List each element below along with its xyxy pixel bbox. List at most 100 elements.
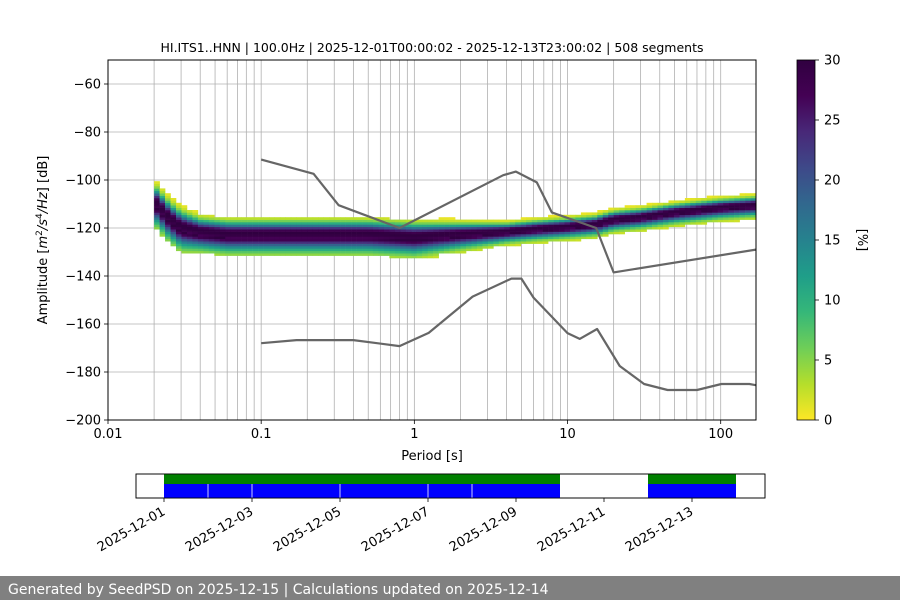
- psd-cell: [263, 222, 270, 225]
- psd-cell: [279, 217, 286, 220]
- psd-cell: [181, 238, 188, 242]
- psd-cell: [329, 234, 335, 237]
- psd-cell: [444, 229, 450, 232]
- psd-cell: [241, 241, 248, 244]
- psd-cell: [372, 250, 379, 254]
- psd-cell: [482, 241, 489, 244]
- psd-cell: [192, 214, 199, 218]
- psd-cell: [701, 202, 708, 206]
- psd-cell: [695, 222, 702, 225]
- psd-cell: [367, 246, 374, 249]
- psd-cell: [165, 193, 171, 196]
- y-label-unit-m: m: [36, 236, 51, 249]
- psd-cell: [668, 207, 675, 211]
- y-tick-label: −120: [65, 222, 101, 237]
- colorbar-tick-label: 15: [824, 234, 841, 249]
- psd-cell: [465, 229, 472, 232]
- psd-cell: [203, 236, 210, 240]
- psd-cell: [455, 236, 461, 240]
- psd-cell: [175, 243, 182, 247]
- psd-cell: [170, 198, 177, 201]
- psd-cell: [225, 231, 232, 235]
- psd-cell: [247, 234, 253, 237]
- psd-cell: [657, 212, 664, 216]
- psd-cell: [641, 205, 647, 208]
- psd-cell: [433, 250, 439, 254]
- psd-cell: [591, 234, 598, 237]
- psd-cell: [247, 246, 253, 249]
- psd-cell: [154, 198, 160, 201]
- psd-cell: [186, 246, 193, 249]
- psd-cell: [646, 226, 653, 230]
- psd-cell: [345, 248, 352, 252]
- psd-cell: [405, 246, 412, 249]
- psd-cell: [509, 236, 516, 240]
- psd-cell: [340, 231, 346, 235]
- psd-cell: [416, 250, 423, 254]
- psd-cell: [236, 253, 242, 256]
- psd-cell: [728, 219, 735, 223]
- psd-cell: [378, 241, 385, 244]
- psd-cell: [318, 226, 325, 230]
- psd-cell: [186, 214, 193, 218]
- psd-cell: [203, 217, 210, 220]
- psd-cell: [236, 222, 242, 225]
- psd-cell: [241, 248, 248, 252]
- psd-cell: [662, 212, 669, 216]
- psd-cell: [586, 219, 593, 223]
- psd-cell: [203, 250, 210, 254]
- psd-cell: [258, 243, 264, 247]
- psd-figure: HI.ITS1..HNN | 100.0Hz | 2025-12-01T00:0…: [35, 40, 869, 555]
- psd-cell: [405, 243, 412, 247]
- psd-cell: [416, 224, 423, 228]
- psd-cell: [586, 231, 593, 235]
- psd-cell: [356, 231, 363, 235]
- psd-cell: [482, 236, 489, 240]
- psd-cell: [307, 241, 314, 244]
- psd-cell: [416, 248, 423, 252]
- psd-cell: [296, 219, 303, 223]
- psd-cell: [154, 210, 160, 213]
- psd-cell: [389, 250, 396, 254]
- psd-cell: [745, 207, 751, 211]
- psd-cell: [263, 224, 270, 228]
- psd-cell: [646, 217, 653, 220]
- psd-cell: [728, 195, 735, 199]
- psd-cell: [296, 229, 303, 232]
- psd-cell: [449, 222, 456, 225]
- psd-cell: [340, 248, 346, 252]
- psd-cell: [181, 207, 188, 211]
- psd-cell: [548, 236, 554, 240]
- psd-cell: [154, 212, 160, 216]
- psd-cell: [739, 193, 746, 196]
- psd-cell: [247, 248, 253, 252]
- x-tick-label: 0.01: [94, 427, 123, 442]
- psd-cell: [345, 222, 352, 225]
- psd-cell: [394, 224, 401, 228]
- psd-cell: [433, 224, 439, 228]
- psd-cell: [422, 234, 428, 237]
- y-label-exp-m: 2: [35, 230, 45, 236]
- psd-cell: [258, 217, 264, 220]
- psd-cell: [750, 210, 756, 213]
- psd-cell: [537, 229, 543, 232]
- psd-cell: [236, 226, 242, 230]
- psd-cell: [383, 217, 390, 220]
- psd-cell: [564, 214, 571, 218]
- psd-cell: [247, 217, 253, 220]
- psd-cell: [427, 224, 434, 228]
- psd-cell: [154, 224, 160, 228]
- psd-cell: [389, 253, 396, 256]
- psd-cell: [263, 236, 270, 240]
- psd-cell: [411, 222, 418, 225]
- colorbar-tick-label: 0: [824, 414, 832, 429]
- psd-cell: [236, 234, 242, 237]
- psd-cell: [531, 241, 538, 244]
- psd-cell: [312, 250, 319, 254]
- psd-cell: [329, 253, 335, 256]
- psd-cell: [734, 210, 740, 213]
- psd-cell: [154, 188, 160, 192]
- psd-cell: [695, 198, 702, 201]
- psd-cell: [465, 246, 472, 249]
- psd-cell: [537, 217, 543, 220]
